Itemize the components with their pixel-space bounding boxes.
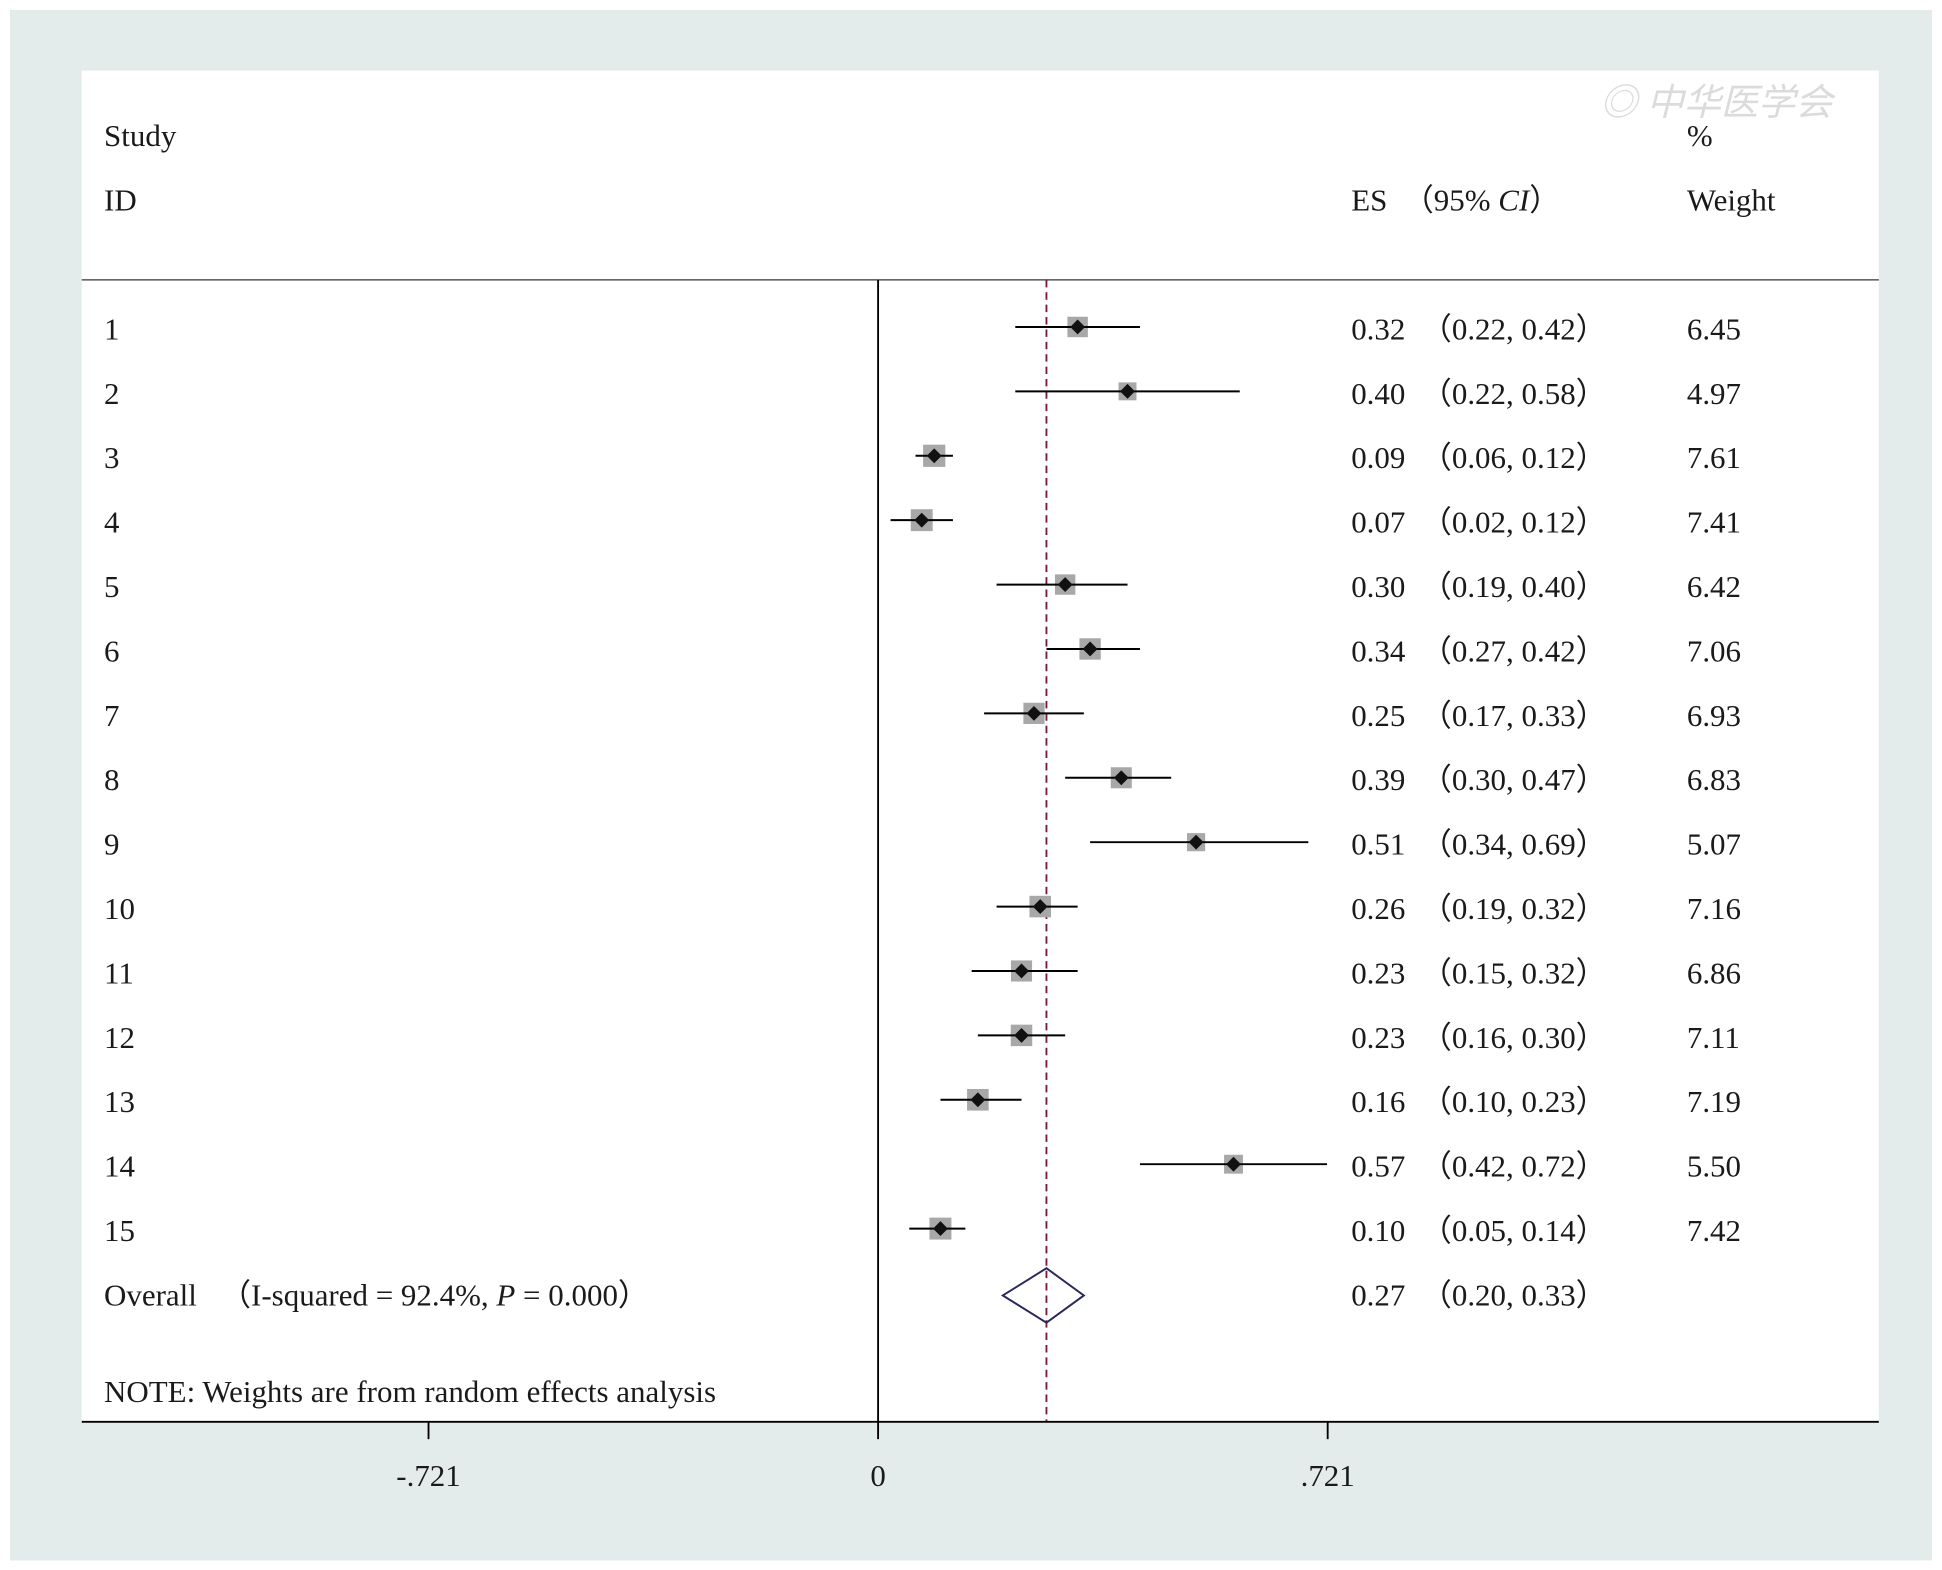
point-estimate <box>1188 834 1204 850</box>
study-weight: 5.07 <box>1686 828 1742 862</box>
study-es-ci: 0.40 （0.22, 0.58） <box>1351 377 1607 412</box>
study-id: 9 <box>104 828 120 862</box>
study-weight: 5.50 <box>1686 1150 1742 1185</box>
study-weight: 4.97 <box>1686 377 1742 412</box>
study-id: 3 <box>104 442 120 476</box>
point-estimate <box>914 512 930 528</box>
header-weight: Weight <box>1686 184 1776 218</box>
study-es-ci: 0.07 （0.02, 0.12） <box>1351 506 1607 540</box>
point-estimate <box>1014 963 1029 979</box>
study-es-ci: 0.30 （0.19, 0.40） <box>1351 570 1607 605</box>
header-id: ID <box>104 184 137 218</box>
note: NOTE: Weights are from random effects an… <box>104 1375 717 1410</box>
study-id: 5 <box>104 570 120 605</box>
overall-diamond <box>1000 1267 1086 1324</box>
overall-es: 0.27 （0.20, 0.33） <box>1351 1279 1607 1313</box>
study-es-ci: 0.57 （0.42, 0.72） <box>1351 1150 1607 1185</box>
study-weight: 6.45 <box>1686 313 1742 347</box>
study-id: 6 <box>104 635 120 669</box>
study-weight: 6.93 <box>1686 699 1742 734</box>
overall-p-value: = 0.000） <box>515 1279 649 1313</box>
study-id: 4 <box>104 506 120 540</box>
study-weight: 6.83 <box>1686 764 1742 798</box>
study-weight: 7.11 <box>1686 1021 1740 1056</box>
study-weight: 7.06 <box>1686 635 1742 669</box>
study-es-ci: 0.23 （0.16, 0.30） <box>1351 1021 1607 1056</box>
overall-text: Overall （I-squared = 92.4%, <box>104 1279 497 1313</box>
x-tick-label: 0 <box>870 1460 886 1494</box>
study-id: 10 <box>104 892 135 927</box>
study-weight: 6.86 <box>1686 957 1742 991</box>
study-id: 7 <box>104 699 120 734</box>
study-es-ci: 0.23 （0.15, 0.32） <box>1351 957 1607 991</box>
header-es-close: ） <box>1529 184 1561 218</box>
study-id: 14 <box>104 1150 135 1185</box>
point-estimate <box>1057 577 1073 593</box>
study-es-ci: 0.16 （0.10, 0.23） <box>1351 1086 1607 1120</box>
study-id: 11 <box>104 957 134 991</box>
study-es-ci: 0.10 （0.05, 0.14） <box>1351 1214 1607 1249</box>
study-weight: 6.42 <box>1686 570 1742 605</box>
watermark-text: 中华医学会 <box>1646 82 1833 124</box>
study-es-ci: 0.51 （0.34, 0.69） <box>1351 828 1607 862</box>
study-es-ci: 0.09 （0.06, 0.12） <box>1351 442 1607 476</box>
study-weight: 7.41 <box>1686 506 1742 540</box>
overall-p: P <box>496 1279 516 1313</box>
study-weight: 7.42 <box>1686 1214 1742 1249</box>
header-percent: % <box>1686 120 1713 154</box>
study-es-ci: 0.25 （0.17, 0.33） <box>1351 699 1607 734</box>
study-weight: 7.16 <box>1686 892 1742 927</box>
study-weight: 7.61 <box>1686 442 1742 476</box>
header-es-label: ES （95% <box>1351 184 1499 218</box>
point-estimate <box>1026 705 1042 721</box>
study-es-ci: 0.34 （0.27, 0.42） <box>1351 635 1607 669</box>
point-estimate <box>933 1221 948 1237</box>
study-weight: 7.19 <box>1686 1086 1742 1120</box>
study-id: 12 <box>104 1021 135 1056</box>
x-tick-label: -.721 <box>396 1460 461 1494</box>
x-tick-label: .721 <box>1300 1460 1355 1494</box>
point-estimate <box>1070 319 1086 335</box>
study-es-ci: 0.32 （0.22, 0.42） <box>1351 313 1607 347</box>
study-id: 13 <box>104 1086 135 1120</box>
header-ci: CI <box>1498 184 1530 218</box>
study-id: 8 <box>104 764 120 798</box>
study-es-ci: 0.26 （0.19, 0.32） <box>1351 892 1607 927</box>
study-id: 15 <box>104 1214 135 1249</box>
study-id: 1 <box>104 313 120 347</box>
header-study: Study <box>104 120 177 154</box>
header-es: ES （95% CI） <box>1351 186 1560 217</box>
plot-region <box>81 70 1879 1422</box>
point-estimate <box>1120 383 1135 399</box>
study-id: 2 <box>104 377 120 412</box>
watermark-logo: ◎ 中华医学会 <box>1600 82 1833 124</box>
overall-label: Overall （I-squared = 92.4%, P = 0.000） <box>104 1281 649 1312</box>
study-es-ci: 0.39 （0.30, 0.47） <box>1351 764 1607 798</box>
